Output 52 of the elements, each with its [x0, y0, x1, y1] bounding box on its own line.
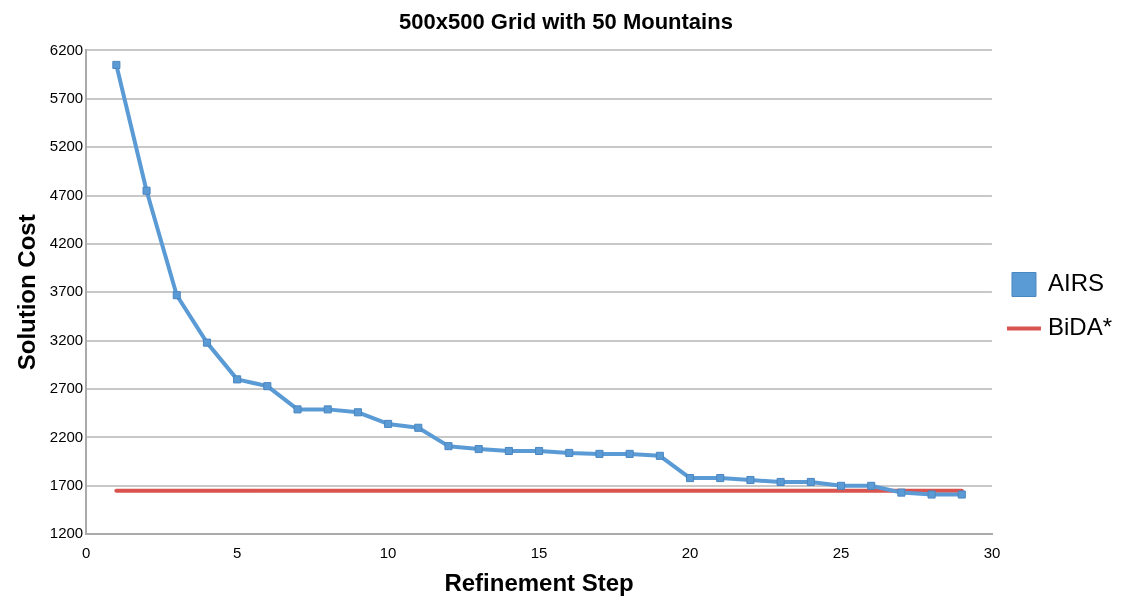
point — [504, 446, 513, 456]
y-tick-label: 5700 — [49, 88, 84, 106]
legend-label: AIRS — [1047, 269, 1104, 297]
point — [172, 291, 181, 300]
point — [625, 449, 634, 458]
x-tick-label: 20 — [681, 544, 699, 562]
point — [595, 449, 604, 458]
y-tick-label: 3200 — [49, 330, 84, 348]
legend-label: BiDA* — [1047, 313, 1113, 341]
x-tick-label: 30 — [983, 544, 1001, 562]
y-tick-label: 4700 — [49, 185, 84, 203]
point — [474, 445, 483, 454]
point — [112, 60, 121, 69]
point — [746, 475, 755, 485]
y-tick-label: 4200 — [49, 234, 84, 252]
y-axis-title: Solution Cost — [13, 214, 41, 371]
point — [655, 451, 664, 460]
y-tick-label: 3700 — [49, 282, 84, 300]
y-tick-label: 6200 — [49, 40, 84, 58]
point — [263, 382, 272, 391]
x-axis-title: Refinement Step — [444, 569, 634, 597]
point — [414, 423, 423, 432]
x-tick-label: 5 — [232, 544, 242, 562]
y-tick-label: 1200 — [49, 524, 84, 542]
point — [233, 375, 242, 384]
point — [293, 405, 302, 414]
chart-title: 500x500 Grid with 50 Mountains — [399, 9, 733, 35]
point — [202, 338, 211, 347]
point — [927, 490, 936, 499]
y-tick-label: 2200 — [49, 427, 84, 445]
point — [806, 477, 815, 486]
point — [323, 405, 332, 414]
point — [686, 474, 695, 483]
point — [353, 408, 362, 417]
point — [142, 186, 151, 195]
point — [384, 419, 393, 428]
y-tick-label: 1700 — [49, 475, 84, 493]
x-tick-label: 10 — [379, 544, 397, 562]
point — [535, 446, 544, 456]
y-tick-label: 2700 — [49, 379, 84, 397]
point — [716, 474, 725, 483]
y-tick-label: 5200 — [49, 137, 84, 155]
point — [867, 481, 876, 490]
point — [957, 490, 966, 499]
x-tick-label: 25 — [832, 544, 850, 562]
point — [776, 477, 785, 486]
x-tick-label: 15 — [530, 544, 548, 562]
point — [565, 448, 574, 457]
x-tick-label: 0 — [82, 544, 91, 562]
point — [836, 481, 846, 490]
point — [444, 442, 453, 451]
point — [897, 488, 906, 497]
